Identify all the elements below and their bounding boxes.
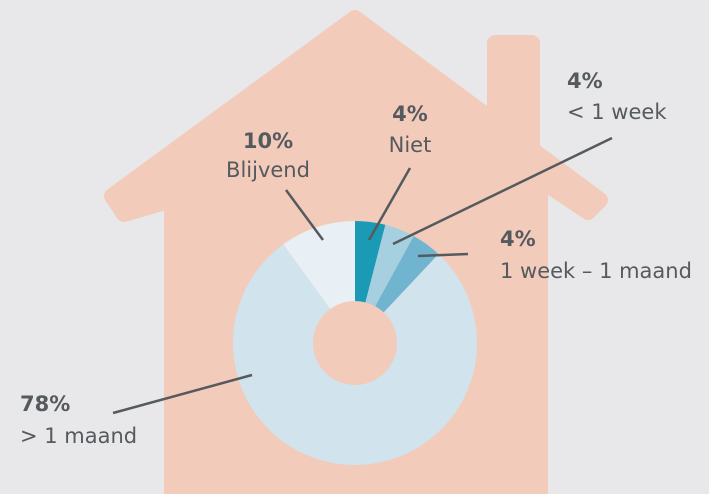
category-label: Blijvend xyxy=(226,158,310,182)
value-label: 4% xyxy=(500,227,536,251)
page: 4% Niet 4% < 1 week 4% 1 week – 1 maand 78% > 1… xyxy=(0,0,709,494)
category-label: Niet xyxy=(389,133,432,157)
value-label: 4% xyxy=(392,102,428,126)
value-label: 4% xyxy=(567,69,603,93)
value-label: 10% xyxy=(243,129,293,153)
chart: 4% Niet 4% < 1 week 4% 1 week – 1 maand 78% > 1… xyxy=(0,0,709,494)
value-label: 78% xyxy=(20,392,70,416)
category-label: 1 week – 1 maand xyxy=(500,259,692,283)
category-label: > 1 maand xyxy=(20,424,137,448)
category-label: < 1 week xyxy=(567,100,667,124)
